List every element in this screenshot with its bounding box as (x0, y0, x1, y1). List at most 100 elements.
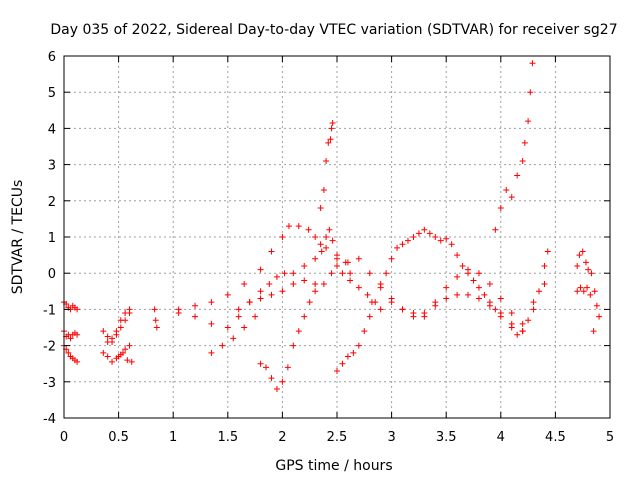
data-point (74, 358, 81, 365)
data-point (410, 313, 417, 320)
data-point (475, 284, 482, 291)
data-point (372, 299, 379, 306)
data-point (437, 237, 444, 244)
series-lower (208, 288, 319, 393)
series-late-rise (492, 60, 536, 233)
series-s3 (104, 306, 133, 345)
data-point (115, 353, 122, 360)
data-point (290, 281, 297, 288)
y-tick-label: 0 (48, 267, 56, 282)
data-point (126, 342, 133, 349)
data-point (339, 360, 346, 367)
data-point (224, 291, 231, 298)
data-point (266, 281, 273, 288)
data-point (475, 295, 482, 302)
data-point (74, 306, 81, 313)
data-point (582, 259, 589, 266)
data-point (317, 205, 324, 212)
data-point (334, 252, 340, 259)
data-point (508, 324, 515, 331)
data-point (284, 364, 291, 371)
data-point (67, 335, 74, 342)
data-point (344, 353, 351, 360)
data-point (355, 284, 362, 291)
data-point (492, 306, 499, 313)
data-point (579, 248, 586, 255)
data-point (65, 349, 72, 356)
series-dip (175, 244, 354, 331)
data-point (394, 244, 401, 251)
y-tick-label: -1 (43, 303, 56, 318)
data-point (153, 324, 160, 331)
data-point (117, 317, 124, 324)
data-point (574, 262, 581, 269)
data-point (122, 310, 129, 317)
data-point (279, 234, 286, 240)
data-point (399, 306, 406, 313)
data-point (273, 273, 280, 280)
data-point (320, 186, 327, 193)
x-tick-label: 2 (278, 430, 286, 445)
data-point (263, 364, 270, 371)
data-point (301, 313, 308, 320)
data-point (459, 262, 466, 269)
chart-title: Day 035 of 2022, Sidereal Day-to-day VTE… (50, 22, 617, 38)
x-tick-label: 1.5 (217, 430, 238, 445)
data-point (525, 317, 532, 324)
data-point (366, 313, 373, 320)
data-point (448, 241, 455, 248)
data-point (432, 302, 439, 309)
data-point (104, 338, 111, 345)
data-point (306, 299, 313, 306)
data-point (241, 281, 248, 288)
data-point (383, 270, 390, 277)
data-point (109, 335, 116, 342)
data-point (576, 252, 583, 259)
data-point (109, 358, 116, 365)
data-point (329, 119, 336, 126)
data-point (257, 266, 264, 273)
series-s4 (115, 349, 135, 365)
data-point (100, 349, 107, 356)
data-point (328, 270, 335, 277)
data-point (350, 349, 357, 356)
data-points (61, 60, 603, 393)
data-point (377, 281, 384, 288)
data-point (219, 342, 226, 349)
data-point (454, 291, 461, 298)
data-point (279, 288, 286, 295)
data-point (388, 299, 395, 306)
data-point (486, 302, 493, 309)
x-tick-label: 4.5 (545, 430, 566, 445)
data-point (443, 235, 450, 242)
data-point (323, 244, 330, 251)
data-point (334, 367, 340, 374)
data-point (281, 270, 288, 277)
data-point (235, 313, 242, 320)
data-point (339, 270, 346, 277)
data-point (257, 295, 264, 302)
data-point (519, 320, 526, 327)
data-point (587, 291, 594, 298)
data-point (117, 324, 124, 331)
data-point (492, 226, 499, 233)
data-point (290, 342, 297, 349)
data-point (328, 125, 335, 132)
data-point (593, 302, 600, 309)
data-point (208, 299, 215, 306)
data-point (574, 288, 581, 295)
data-point (285, 223, 292, 230)
data-point (104, 333, 111, 340)
data-point (475, 270, 482, 277)
data-point (519, 157, 526, 164)
data-point (588, 270, 595, 277)
x-tick-label: 1 (169, 430, 177, 445)
data-point (320, 281, 327, 288)
data-point (100, 328, 107, 335)
y-tick-label: -2 (43, 340, 56, 355)
data-point (596, 313, 603, 320)
x-tick-label: 4 (497, 430, 505, 445)
data-point (235, 306, 242, 313)
data-point (323, 157, 330, 164)
data-point (151, 306, 158, 313)
